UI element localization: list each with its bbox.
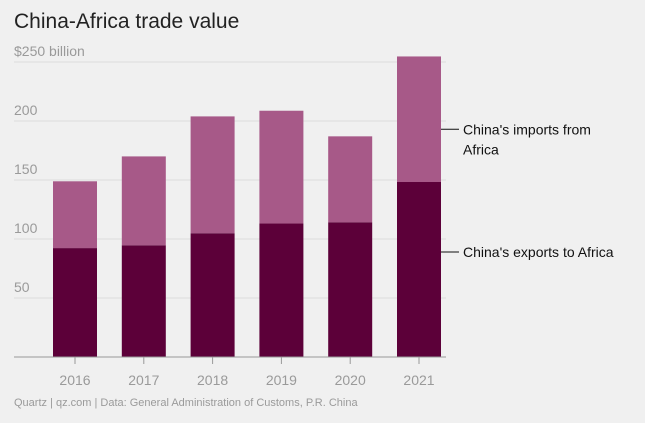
bar-exports [121, 245, 166, 357]
legend-imports-label: Africa [463, 141, 499, 157]
x-tick-label: 2018 [197, 372, 228, 388]
bar-exports [328, 222, 373, 357]
y-tick-label: 100 [14, 220, 38, 236]
bar-exports [397, 182, 441, 357]
chart-title: China-Africa trade value [14, 10, 240, 33]
bar-exports [259, 223, 304, 357]
bar-imports [259, 110, 304, 224]
bar-imports [121, 156, 166, 246]
y-tick-label: 200 [14, 102, 38, 118]
legend-exports-label: China's exports to Africa [463, 244, 614, 260]
bar-imports [328, 136, 373, 223]
bar-exports [190, 233, 235, 357]
x-tick-label: 2020 [335, 372, 366, 388]
bar-imports [53, 181, 97, 249]
source-note: Quartz | qz.com | Data: General Administ… [14, 397, 358, 409]
y-tick-label: 150 [14, 161, 38, 177]
legend-imports-label: China's imports from [463, 121, 591, 137]
bar-imports [190, 116, 235, 234]
y-tick-label: 50 [14, 279, 30, 295]
bar-imports [397, 56, 441, 183]
x-tick-label: 2017 [128, 372, 159, 388]
x-tick-label: 2016 [59, 372, 90, 388]
y-tick-label: $250 billion [14, 43, 85, 59]
x-tick-label: 2021 [403, 372, 434, 388]
x-tick-label: 2019 [266, 372, 297, 388]
bar-exports [53, 248, 97, 357]
